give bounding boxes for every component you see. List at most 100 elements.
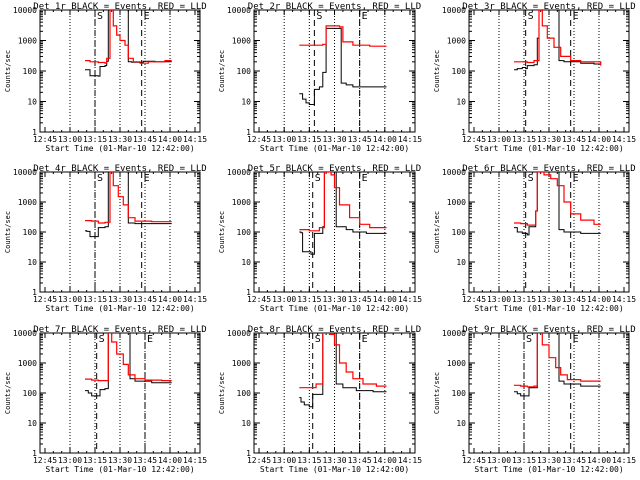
y-tick-label: 100 xyxy=(237,228,252,237)
det-panel: Det 8r BLACK = Events, RED = LLD 1 10 100 10… xyxy=(218,325,422,474)
y-tick-label: 100 xyxy=(452,228,467,237)
y-tick-label: 10 xyxy=(27,419,37,428)
y-tick-label: 1 xyxy=(461,128,466,137)
marker-label: E xyxy=(144,11,150,22)
x-tick-label: 14:15 xyxy=(398,456,422,465)
y-tick-label: 1000 xyxy=(18,198,37,207)
lld-series xyxy=(514,172,601,226)
x-tick-label: 13:00 xyxy=(58,456,82,465)
marker-label: S xyxy=(528,11,534,22)
y-tick-label: 100 xyxy=(237,67,252,76)
marker-label: E xyxy=(573,334,579,345)
events-series xyxy=(299,333,387,408)
y-tick-label: 1000 xyxy=(232,359,251,368)
x-tick-label: 14:00 xyxy=(587,295,611,304)
x-tick-label: 13:45 xyxy=(133,456,157,465)
y-tick-label: 1000 xyxy=(18,359,37,368)
x-tick-label: 12:45 xyxy=(247,456,271,465)
x-tick-label: 13:15 xyxy=(297,135,321,144)
lld-series xyxy=(85,333,172,382)
x-axis-label: Start Time (01-Mar-10 12:42:00) xyxy=(45,304,194,313)
y-axis-label: Counts/sec xyxy=(218,50,226,92)
y-tick-label: 10 xyxy=(27,258,37,267)
marker-label: S xyxy=(316,11,322,22)
x-tick-label: 13:30 xyxy=(322,295,346,304)
y-tick-label: 1000 xyxy=(232,198,251,207)
x-tick-label: 13:45 xyxy=(348,456,372,465)
x-tick-label: 13:00 xyxy=(272,135,296,144)
x-axis-label: Start Time (01-Mar-10 12:42:00) xyxy=(260,144,409,153)
y-tick-label: 10000 xyxy=(227,6,251,15)
x-tick-label: 13:45 xyxy=(562,135,586,144)
marker-label: E xyxy=(573,173,579,184)
x-tick-label: 12:45 xyxy=(462,135,486,144)
x-tick-label: 13:15 xyxy=(297,295,321,304)
y-tick-label: 1 xyxy=(461,288,466,297)
y-tick-label: 100 xyxy=(23,389,38,398)
events-series xyxy=(299,172,387,255)
x-tick-label: 12:45 xyxy=(33,135,57,144)
y-tick-label: 1000 xyxy=(447,359,466,368)
marker-label: S xyxy=(97,173,103,184)
events-series xyxy=(85,10,172,77)
y-tick-label: 100 xyxy=(237,389,252,398)
x-tick-label: 14:15 xyxy=(398,135,422,144)
x-tick-label: 13:45 xyxy=(348,295,372,304)
x-tick-label: 14:00 xyxy=(373,295,397,304)
marker-label: E xyxy=(362,334,368,345)
marker-label: S xyxy=(528,173,534,184)
det-panel: Det 1r BLACK = Events, RED = LLD 1 10 100 10… xyxy=(4,2,207,153)
det-panel: Det 4r BLACK = Events, RED = LLD 1 10 100 10… xyxy=(4,164,207,313)
marker-label: S xyxy=(315,173,321,184)
y-tick-label: 1 xyxy=(246,288,251,297)
marker-label: E xyxy=(144,173,150,184)
x-tick-label: 12:45 xyxy=(462,456,486,465)
x-tick-label: 13:30 xyxy=(108,456,132,465)
x-tick-label: 13:15 xyxy=(83,135,107,144)
marker-label: S xyxy=(99,334,105,345)
x-tick-label: 13:30 xyxy=(537,456,561,465)
y-axis-label: Counts/sec xyxy=(4,50,12,92)
marker-label: E xyxy=(362,173,368,184)
y-tick-label: 1 xyxy=(246,128,251,137)
panel-title: Det 3r BLACK = Events, RED = LLD xyxy=(462,2,635,12)
x-tick-label: 13:30 xyxy=(108,135,132,144)
y-tick-label: 10000 xyxy=(442,329,466,338)
y-tick-label: 1 xyxy=(32,449,37,458)
y-tick-label: 10 xyxy=(456,258,466,267)
y-tick-label: 10000 xyxy=(442,6,466,15)
x-tick-label: 13:15 xyxy=(512,295,536,304)
x-tick-label: 13:30 xyxy=(322,456,346,465)
x-tick-label: 13:45 xyxy=(562,295,586,304)
x-tick-label: 12:45 xyxy=(247,295,271,304)
x-axis-label: Start Time (01-Mar-10 12:42:00) xyxy=(45,144,194,153)
panel-title: Det 7r BLACK = Events, RED = LLD xyxy=(33,325,206,335)
lld-series xyxy=(85,10,172,64)
x-tick-label: 13:15 xyxy=(83,456,107,465)
x-tick-label: 12:45 xyxy=(247,135,271,144)
x-tick-label: 13:30 xyxy=(108,295,132,304)
y-tick-label: 10 xyxy=(27,98,37,107)
x-tick-label: 13:45 xyxy=(133,295,157,304)
x-tick-label: 14:15 xyxy=(612,295,636,304)
det-panel: Det 9r BLACK = Events, RED = LLD 1 10 100 10… xyxy=(433,325,636,474)
x-axis-label: Start Time (01-Mar-10 12:42:00) xyxy=(474,304,623,313)
marker-label: S xyxy=(315,334,321,345)
y-axis-label: Counts/sec xyxy=(218,211,226,253)
x-tick-label: 13:15 xyxy=(512,135,536,144)
x-tick-label: 14:00 xyxy=(373,135,397,144)
y-tick-label: 10000 xyxy=(227,329,251,338)
panel-title: Det 9r BLACK = Events, RED = LLD xyxy=(462,325,635,335)
x-tick-label: 13:15 xyxy=(83,295,107,304)
x-tick-label: 13:30 xyxy=(322,135,346,144)
lld-series xyxy=(299,333,387,389)
x-tick-label: 13:30 xyxy=(537,135,561,144)
events-series xyxy=(85,333,172,397)
y-tick-label: 10 xyxy=(456,419,466,428)
det-panel: Det 2r BLACK = Events, RED = LLD 1 10 100 10… xyxy=(218,2,422,153)
x-tick-label: 14:15 xyxy=(183,295,207,304)
det-panel: Det 6r BLACK = Events, RED = LLD 1 10 100 10… xyxy=(433,164,636,313)
x-tick-label: 14:15 xyxy=(612,456,636,465)
x-axis-label: Start Time (01-Mar-10 12:42:00) xyxy=(260,465,409,474)
lld-series xyxy=(514,333,601,388)
